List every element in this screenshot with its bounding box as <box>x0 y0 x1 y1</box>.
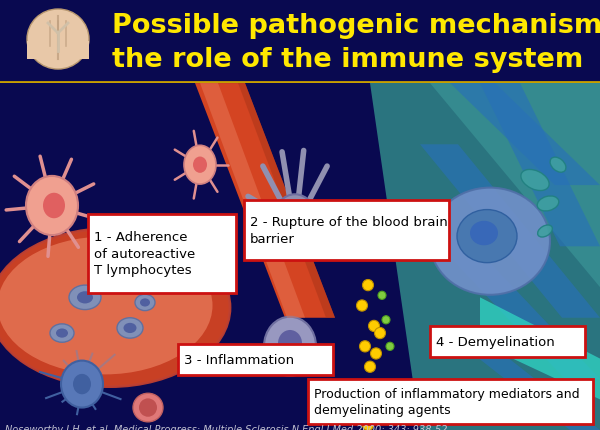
Ellipse shape <box>110 268 121 276</box>
Text: Noseworthy J.H. et al. Medical Progress: Multiple Sclerosis N Engl J Med 2000; 3: Noseworthy J.H. et al. Medical Progress:… <box>5 424 451 430</box>
Ellipse shape <box>273 195 317 248</box>
Ellipse shape <box>193 157 207 173</box>
FancyBboxPatch shape <box>244 201 449 260</box>
Polygon shape <box>195 84 335 318</box>
Ellipse shape <box>0 229 230 387</box>
Polygon shape <box>238 84 335 318</box>
Text: 1 - Adherence
of autoreactive
T lymphocytes: 1 - Adherence of autoreactive T lymphocy… <box>94 231 195 277</box>
Circle shape <box>378 292 386 300</box>
Text: Production of inflammatory mediators and
demyelinating agents: Production of inflammatory mediators and… <box>314 387 580 416</box>
Ellipse shape <box>117 318 143 338</box>
Ellipse shape <box>278 330 302 357</box>
Circle shape <box>139 399 157 417</box>
Polygon shape <box>480 84 600 247</box>
Ellipse shape <box>430 188 550 295</box>
Polygon shape <box>400 84 600 288</box>
Text: 3 - Inflammation: 3 - Inflammation <box>184 353 294 366</box>
Ellipse shape <box>61 361 103 408</box>
Circle shape <box>358 382 368 393</box>
Ellipse shape <box>0 237 212 375</box>
FancyBboxPatch shape <box>27 42 89 60</box>
Ellipse shape <box>77 292 93 304</box>
Ellipse shape <box>104 264 126 281</box>
Circle shape <box>365 361 376 372</box>
Ellipse shape <box>133 393 163 422</box>
Ellipse shape <box>73 374 91 394</box>
Ellipse shape <box>264 317 316 376</box>
Circle shape <box>356 300 367 311</box>
Ellipse shape <box>135 295 155 311</box>
Ellipse shape <box>124 323 137 333</box>
Polygon shape <box>450 84 600 186</box>
Circle shape <box>368 320 380 332</box>
Polygon shape <box>420 145 600 318</box>
Circle shape <box>362 419 373 430</box>
FancyBboxPatch shape <box>88 214 236 294</box>
Polygon shape <box>430 237 600 379</box>
Ellipse shape <box>26 176 78 236</box>
Circle shape <box>367 400 377 411</box>
Ellipse shape <box>457 210 517 263</box>
Ellipse shape <box>184 146 216 184</box>
Ellipse shape <box>69 286 101 310</box>
FancyBboxPatch shape <box>308 379 593 424</box>
FancyBboxPatch shape <box>178 344 333 375</box>
Ellipse shape <box>43 194 65 219</box>
Ellipse shape <box>537 197 559 212</box>
Circle shape <box>386 342 394 350</box>
Ellipse shape <box>285 208 305 230</box>
Ellipse shape <box>470 221 498 246</box>
Ellipse shape <box>140 299 150 307</box>
Ellipse shape <box>50 324 74 342</box>
Circle shape <box>382 316 390 324</box>
Polygon shape <box>370 84 600 430</box>
Ellipse shape <box>56 329 68 338</box>
Circle shape <box>374 328 386 339</box>
Ellipse shape <box>521 170 549 191</box>
Text: 2 - Rupture of the blood brain
barrier: 2 - Rupture of the blood brain barrier <box>250 216 448 245</box>
Circle shape <box>359 341 371 352</box>
Text: the role of the immune system: the role of the immune system <box>112 47 583 73</box>
Text: 4 - Demyelination: 4 - Demyelination <box>436 335 555 348</box>
Circle shape <box>362 280 373 291</box>
Polygon shape <box>480 298 600 399</box>
Polygon shape <box>200 84 305 318</box>
Ellipse shape <box>27 10 89 70</box>
Circle shape <box>371 348 382 359</box>
Polygon shape <box>440 328 600 430</box>
FancyBboxPatch shape <box>430 326 585 357</box>
Text: Possible pathogenic mechanisms:: Possible pathogenic mechanisms: <box>112 13 600 39</box>
Ellipse shape <box>550 158 566 173</box>
Ellipse shape <box>538 225 553 237</box>
